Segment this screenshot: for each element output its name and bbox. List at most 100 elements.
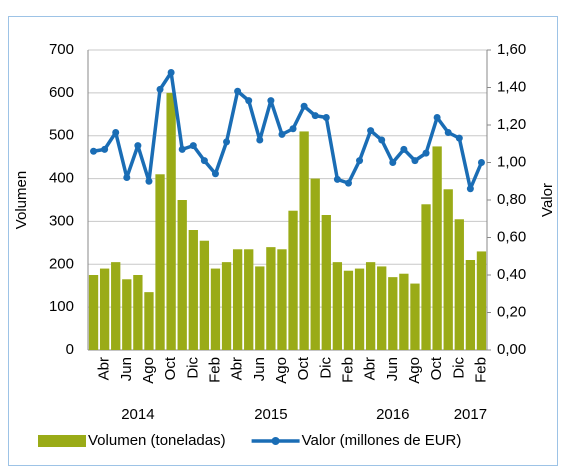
bar (332, 262, 343, 350)
line-marker (433, 114, 441, 121)
bar (354, 268, 365, 350)
line-marker (344, 179, 352, 187)
line-marker (300, 102, 308, 110)
bar (210, 268, 221, 350)
line-marker (289, 125, 297, 133)
x-tick-label: Dic (450, 357, 467, 379)
bar (221, 262, 232, 350)
x-tick-label: Feb (339, 357, 356, 383)
bar (111, 262, 121, 350)
bar (277, 249, 287, 350)
bar (421, 204, 431, 350)
line-marker (145, 177, 153, 185)
bar (199, 240, 210, 350)
bar (166, 92, 176, 350)
line-marker (90, 147, 98, 155)
bar (399, 273, 409, 350)
bar (133, 275, 143, 350)
legend-swatch-marker (271, 437, 280, 445)
x-tick-label: Ago (140, 357, 157, 384)
y2-tick-label: 0,40 (497, 266, 526, 283)
line-marker (101, 145, 109, 153)
bar (99, 268, 110, 350)
legend-label: Valor (millones de EUR) (302, 432, 462, 449)
line-marker (200, 157, 208, 165)
y2-tick-label: 0,00 (497, 341, 526, 358)
line-marker (444, 129, 452, 136)
line-marker (178, 145, 186, 153)
x-tick-label: Jun (251, 357, 268, 381)
y-tick-label: 100 (49, 298, 74, 315)
bar (432, 146, 442, 350)
bar (177, 200, 187, 350)
bar (377, 266, 387, 350)
year-label: 2016 (376, 406, 409, 423)
y2-tick-label: 0,60 (497, 228, 526, 245)
line-marker (123, 174, 131, 181)
bar (454, 219, 464, 350)
bar (88, 275, 99, 350)
bar (232, 249, 243, 350)
line-marker (112, 129, 120, 136)
y2-tick-label: 1,60 (497, 41, 526, 58)
line-marker (167, 69, 175, 76)
line-marker (466, 185, 474, 193)
bar (144, 292, 154, 350)
bar (155, 174, 165, 350)
line-marker (378, 136, 386, 144)
line-marker (411, 157, 419, 165)
x-tick-label: Feb (472, 357, 489, 383)
x-tick-label: Ago (406, 357, 423, 384)
year-label: 2015 (254, 406, 287, 423)
year-label: 2017 (454, 406, 487, 423)
line-marker (211, 170, 219, 178)
x-tick-label: Dic (317, 357, 334, 379)
line-marker (400, 145, 408, 153)
bar (122, 279, 132, 350)
line-marker (455, 134, 463, 142)
y-tick-label: 500 (49, 127, 74, 144)
line-marker (322, 114, 330, 121)
bar (443, 189, 453, 350)
bar (388, 277, 398, 350)
x-tick-label: Oct (428, 356, 445, 380)
line-marker (278, 130, 286, 138)
y2-axis-label: Valor (539, 183, 556, 217)
y-tick-label: 400 (49, 170, 74, 187)
x-tick-label: Oct (295, 356, 312, 380)
y2-tick-label: 0,20 (497, 303, 526, 320)
y2-tick-label: 1,20 (497, 116, 526, 133)
year-label: 2014 (121, 406, 154, 423)
bar (244, 249, 254, 350)
bar (365, 262, 376, 350)
line-marker (134, 142, 142, 150)
bar (465, 260, 476, 350)
x-tick-label: Feb (206, 357, 223, 383)
y2-tick-label: 1,00 (497, 153, 526, 170)
bar (321, 215, 331, 350)
bar (288, 210, 298, 350)
line-marker (189, 142, 197, 150)
line-marker (223, 138, 231, 146)
bar (410, 283, 420, 350)
bar (310, 178, 320, 350)
line-marker (422, 149, 430, 157)
chart-frame (8, 16, 558, 466)
line-marker (311, 112, 319, 120)
x-tick-label: Jun (384, 357, 401, 381)
line-marker (367, 127, 375, 135)
bar (266, 247, 276, 350)
y-tick-label: 200 (49, 255, 74, 272)
x-tick-label: Dic (184, 357, 201, 379)
line-marker (234, 87, 242, 95)
x-tick-label: Ago (273, 357, 290, 384)
bar (299, 131, 309, 350)
x-tick-label: Oct (162, 356, 179, 380)
legend-swatch (38, 435, 86, 447)
bar (255, 266, 265, 350)
x-tick-label: Abr (229, 357, 246, 380)
legend-label: Volumen (toneladas) (88, 432, 226, 449)
x-tick-label: Abr (96, 357, 113, 380)
